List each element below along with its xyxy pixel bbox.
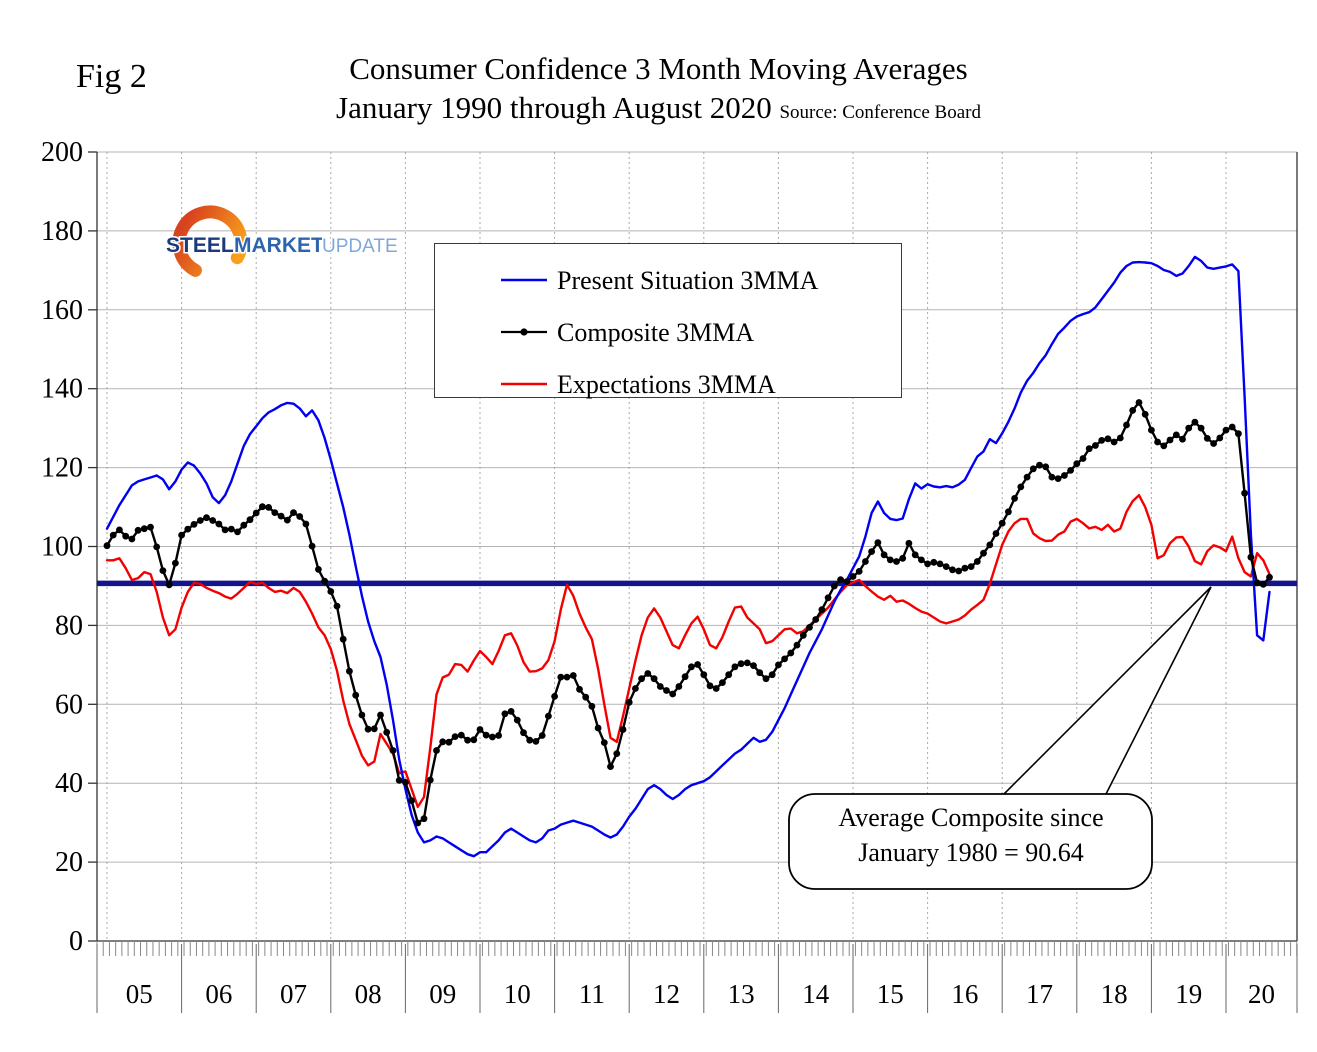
x-tick-label: 13 — [728, 979, 755, 1009]
legend-item-expectations: Expectations 3MMA — [435, 366, 901, 406]
chart-source: Source: Conference Board — [779, 102, 981, 123]
chart-legend: Present Situation 3MMA Composite 3MMA Ex… — [434, 243, 902, 399]
x-tick-label: 18 — [1101, 979, 1128, 1009]
x-tick-label: 16 — [951, 979, 978, 1009]
legend-line-red — [501, 382, 547, 386]
legend-label-present-situation: Present Situation 3MMA — [557, 266, 819, 295]
y-tick-label: 40 — [55, 768, 83, 799]
series-present-situation — [105, 255, 1271, 858]
x-tick-label: 05 — [126, 979, 153, 1009]
y-tick-label: 120 — [41, 453, 83, 484]
legend-line-blue — [501, 278, 547, 282]
logo-text: UPDATE — [322, 236, 398, 257]
y-tick-label: 60 — [55, 689, 83, 720]
legend-label-expectations: Expectations 3MMA — [557, 370, 776, 399]
x-tick-label: 08 — [355, 979, 382, 1009]
annotation-callout — [788, 586, 1212, 890]
x-axis-labels: 05 06 07 08 09 10 11 12 13 14 15 16 17 18 19 20 — [96, 944, 1298, 1013]
chart-subtitle: January 1990 through August 2020 Source:… — [0, 86, 1317, 135]
legend-label-composite: Composite 3MMA — [557, 318, 755, 347]
chart-title: Consumer Confidence 3 Month Moving Avera… — [349, 51, 968, 86]
legend-item-composite: Composite 3MMA — [435, 314, 901, 354]
x-tick-label: 07 — [280, 979, 307, 1009]
logo-text: STEEL — [166, 234, 234, 257]
series-expectations — [105, 494, 1271, 809]
series-composite — [103, 399, 1273, 827]
y-tick-label: 20 — [55, 847, 83, 878]
y-tick-label: 0 — [69, 926, 83, 957]
x-tick-label: 15 — [877, 979, 904, 1009]
legend-item-present-situation: Present Situation 3MMA — [435, 262, 901, 302]
x-tick-label: 17 — [1026, 979, 1053, 1009]
y-axis-labels: 0 20 40 60 80 100 120 140 160 180 200 — [41, 137, 97, 957]
x-tick-label: 10 — [504, 979, 531, 1009]
y-tick-label: 100 — [41, 532, 83, 563]
x-tick-label: 19 — [1175, 979, 1202, 1009]
y-tick-label: 80 — [55, 610, 83, 641]
annotation-line2: January 1980 = 90.64 — [858, 838, 1084, 867]
annotation-box — [788, 793, 1153, 890]
average-composite-annotation: Average Composite since January 1980 = 9… — [790, 800, 1152, 870]
x-tick-label: 12 — [653, 979, 680, 1009]
title-block: Consumer Confidence 3 Month Moving Avera… — [0, 52, 1317, 135]
legend-line-black-dot — [501, 328, 547, 336]
figure-label: Fig 2 — [76, 58, 147, 95]
y-tick-label: 160 — [41, 295, 83, 326]
month-ticks — [96, 941, 1298, 956]
x-tick-label: 11 — [579, 979, 605, 1009]
y-tick-label: 200 — [41, 137, 83, 168]
x-tick-label: 20 — [1248, 979, 1275, 1009]
y-tick-label: 180 — [41, 216, 83, 247]
y-tick-label: 140 — [41, 374, 83, 405]
x-tick-label: 09 — [429, 979, 456, 1009]
logo-text: MARKET — [234, 234, 324, 257]
logo-crescent-icon — [172, 205, 248, 281]
x-tick-label: 14 — [802, 979, 830, 1009]
annotation-line1: Average Composite since — [838, 803, 1104, 832]
chart-subtitle-text: January 1990 through August 2020 — [336, 90, 772, 125]
x-tick-label: 06 — [205, 979, 232, 1009]
